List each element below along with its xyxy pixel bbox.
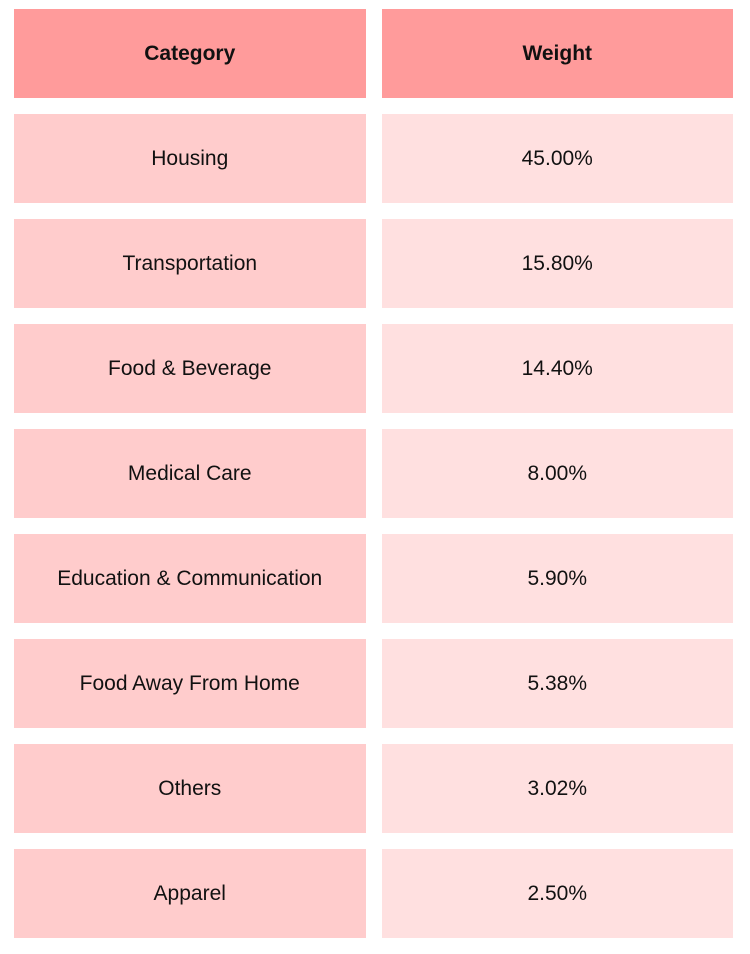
category-cell: Medical Care	[14, 429, 366, 518]
category-cell: Others	[14, 744, 366, 833]
table-row: Food Away From Home 5.38%	[14, 639, 733, 728]
table-row: Housing 45.00%	[14, 114, 733, 203]
table-row: Apparel 2.50%	[14, 849, 733, 938]
table-row: Education & Communication 5.90%	[14, 534, 733, 623]
category-cell: Food & Beverage	[14, 324, 366, 413]
table-row: Food & Beverage 14.40%	[14, 324, 733, 413]
weight-cell: 3.02%	[381, 744, 733, 833]
weight-cell: 5.38%	[381, 639, 733, 728]
header-category: Category	[14, 9, 366, 98]
weight-cell: 15.80%	[381, 219, 733, 308]
category-cell: Apparel	[14, 849, 366, 938]
table-row: Medical Care 8.00%	[14, 429, 733, 518]
table-row: Transportation 15.80%	[14, 219, 733, 308]
category-cell: Housing	[14, 114, 366, 203]
category-cell: Food Away From Home	[14, 639, 366, 728]
weight-cell: 45.00%	[381, 114, 733, 203]
weight-cell: 8.00%	[381, 429, 733, 518]
header-weight: Weight	[381, 9, 733, 98]
table-header-row: Category Weight	[14, 9, 733, 98]
category-cell: Education & Communication	[14, 534, 366, 623]
table-row: Others 3.02%	[14, 744, 733, 833]
weight-cell: 2.50%	[381, 849, 733, 938]
weight-cell: 14.40%	[381, 324, 733, 413]
weight-cell: 5.90%	[381, 534, 733, 623]
category-cell: Transportation	[14, 219, 366, 308]
weights-table: Category Weight Housing 45.00% Transport…	[14, 9, 733, 954]
